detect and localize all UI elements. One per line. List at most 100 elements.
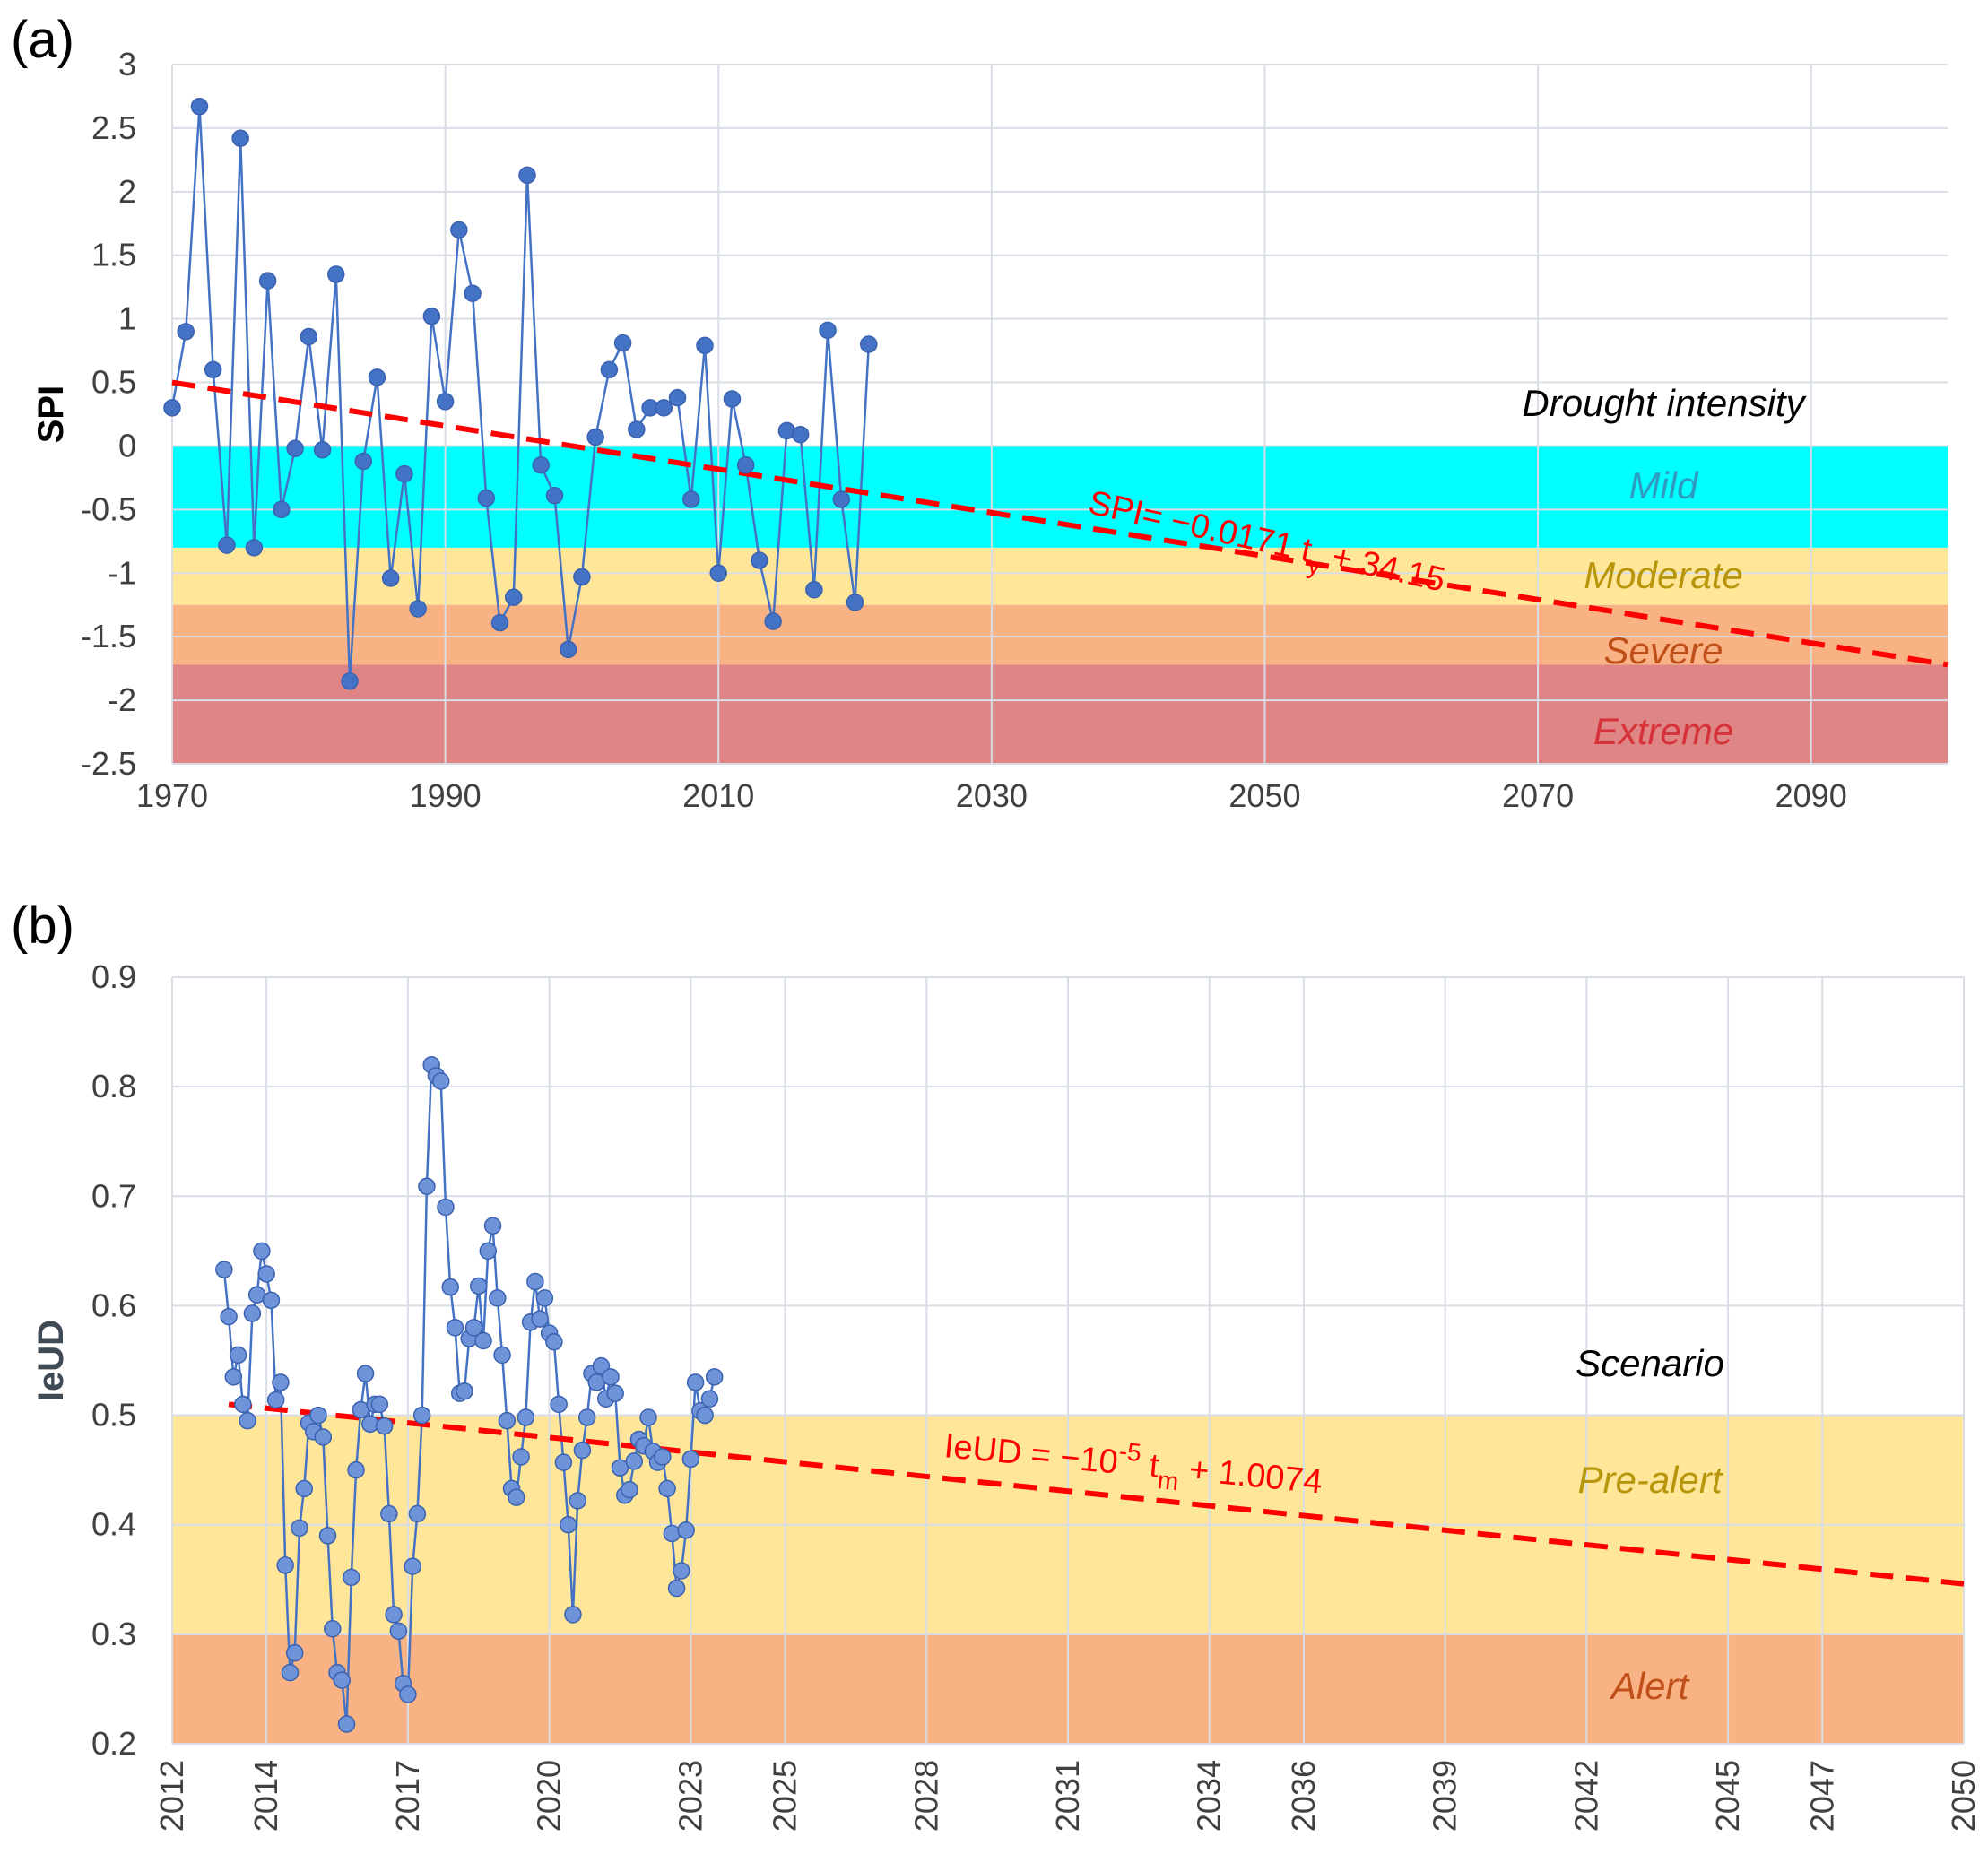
data-point — [436, 393, 455, 411]
data-point — [535, 1289, 554, 1307]
data-point — [286, 439, 304, 458]
data-point — [190, 98, 209, 116]
data-point — [399, 1685, 417, 1703]
data-point — [611, 1459, 629, 1477]
y-tick-label: 0.7 — [91, 1177, 136, 1214]
x-tick-label: 2039 — [1427, 1760, 1463, 1832]
data-point — [253, 1242, 271, 1261]
data-point — [408, 1504, 427, 1523]
data-point — [381, 569, 400, 587]
data-point — [234, 1395, 252, 1414]
band-label-pre-alert: Pre-alert — [1577, 1459, 1723, 1501]
x-tick-label: 2036 — [1285, 1760, 1322, 1832]
data-point — [177, 323, 195, 341]
data-point — [474, 1331, 492, 1350]
data-point — [846, 594, 864, 611]
data-point — [709, 564, 727, 583]
data-point — [663, 1524, 681, 1543]
data-point — [677, 1521, 695, 1539]
data-point — [577, 1408, 596, 1426]
data-point — [805, 580, 823, 599]
data-point — [681, 1450, 700, 1469]
data-point — [215, 1261, 233, 1278]
data-point — [431, 1072, 450, 1090]
band-label-extreme: Extreme — [1593, 710, 1733, 752]
band-moderate — [172, 547, 1948, 605]
data-point — [385, 1606, 403, 1624]
band-label-alert: Alert — [1609, 1665, 1691, 1707]
data-point — [380, 1504, 398, 1523]
data-point — [483, 1217, 502, 1235]
data-point — [450, 221, 468, 239]
data-point — [545, 487, 564, 505]
y-axis-label: SPI — [31, 386, 71, 443]
data-point — [375, 1417, 394, 1435]
data-point — [257, 1265, 275, 1283]
y-tick-label: 0.6 — [91, 1287, 136, 1323]
x-tick-label: 1990 — [410, 777, 482, 814]
y-tick-label: 0.8 — [91, 1068, 136, 1105]
y-tick-label: 1 — [118, 300, 136, 337]
data-point — [337, 1715, 356, 1733]
data-point — [531, 1310, 549, 1328]
data-point — [658, 1479, 676, 1498]
data-point — [470, 1277, 488, 1295]
y-tick-label: 0.5 — [91, 1397, 136, 1434]
y-tick-label: 2.5 — [91, 109, 136, 146]
data-point — [625, 1452, 644, 1470]
data-point — [318, 1527, 337, 1545]
data-point — [505, 588, 523, 606]
series-line-spi — [170, 106, 871, 681]
data-point — [508, 1488, 525, 1506]
trend-line — [228, 1401, 1965, 1587]
data-point — [418, 1177, 436, 1196]
data-point — [341, 672, 359, 690]
x-tick-label: 2020 — [531, 1760, 568, 1832]
data-point — [668, 388, 687, 407]
data-point — [395, 464, 413, 483]
data-point — [832, 490, 851, 508]
data-point — [266, 1391, 285, 1409]
data-point — [258, 272, 277, 290]
band-mild — [172, 446, 1948, 548]
data-point — [356, 1365, 375, 1382]
x-tick-label: 2017 — [389, 1760, 426, 1832]
data-point — [489, 1289, 507, 1307]
data-point — [791, 425, 810, 444]
data-point — [477, 489, 496, 507]
trend-line — [171, 379, 1949, 668]
data-point — [370, 1395, 389, 1414]
data-point — [705, 1368, 724, 1386]
data-point — [696, 1406, 714, 1425]
data-point — [245, 539, 264, 557]
data-point — [860, 335, 878, 353]
data-point — [554, 1453, 573, 1471]
y-tick-label: 2 — [118, 173, 136, 210]
data-point — [517, 1408, 535, 1426]
data-point — [327, 265, 345, 283]
y-tick-label: -2 — [108, 681, 136, 718]
data-point — [764, 612, 782, 630]
data-point — [437, 1198, 455, 1217]
data-point — [613, 334, 632, 352]
data-point — [493, 1346, 511, 1365]
data-point — [229, 1346, 247, 1365]
y-tick-label: 1.5 — [91, 237, 136, 273]
y-tick-label: -2.5 — [81, 745, 136, 782]
data-point — [231, 129, 249, 148]
data-point — [518, 166, 536, 185]
data-point — [404, 1557, 421, 1575]
data-point — [628, 420, 646, 438]
data-point — [667, 1579, 686, 1598]
x-tick-label: 2028 — [907, 1760, 944, 1832]
data-point — [324, 1620, 342, 1638]
data-point — [343, 1568, 360, 1587]
x-tick-label: 2030 — [956, 777, 1028, 814]
data-point — [819, 321, 837, 340]
data-point — [354, 452, 372, 471]
data-point — [600, 360, 619, 379]
data-point — [696, 336, 714, 355]
x-tick-label: 2042 — [1567, 1760, 1604, 1832]
